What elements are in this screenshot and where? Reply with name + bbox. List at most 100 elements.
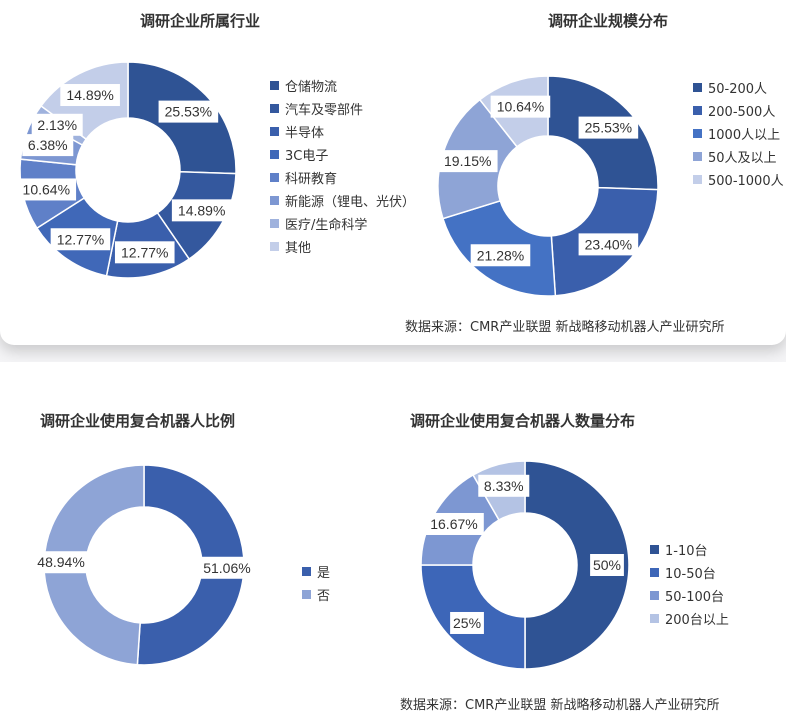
legend-swatch [650,591,659,600]
legend-swatch [693,152,702,161]
data-label: 23.40% [585,236,632,252]
legend-item: 新能源（锂电、光伏） [270,189,415,212]
legend-label: 医疗/生命科学 [285,218,368,233]
data-label-box [171,199,232,222]
data-label-box [31,113,83,136]
legend-label: 3C电子 [285,149,329,164]
data-label: 50% [593,557,621,573]
legend-item: 是 [302,560,330,583]
donut-chart-0: 25.53% 14.89% 12.77% 12.77% 10.64% 6.38% 2.13%… [16,61,237,279]
legend-label: 仓储物流 [285,80,338,95]
data-label: 51.06% [203,560,250,576]
legend-label: 新能源（锂电、光伏） [285,195,416,210]
legend-label: 半导体 [285,126,325,141]
data-label-box [114,241,175,264]
legend-label: 否 [317,589,331,604]
legend-item: 3C电子 [270,143,415,166]
data-label-box [197,556,257,579]
legend-label: 50-200人 [708,82,768,97]
legend-swatch [270,127,279,136]
legend-swatch [270,196,279,205]
legend-item: 否 [302,583,330,606]
data-label-box [590,554,624,576]
legend-item: 50-100台 [650,584,729,607]
chart-title-usage-ratio: 调研企业使用复合机器人比例 [40,412,236,430]
legend-item: 其他 [270,235,415,258]
slice-是 [136,464,245,666]
legend-swatch [270,81,279,90]
legend-item: 医疗/生命科学 [270,212,415,235]
legend-swatch [270,242,279,251]
chart-title-industry: 调研企业所属行业 [140,12,261,30]
data-label-box [578,233,639,256]
data-label-box [424,512,484,535]
legend-item: 10-50台 [650,561,729,584]
data-label-box [490,95,551,118]
donut-chart-2: 51.06% 48.94% [31,464,257,666]
legend-swatch [693,129,702,138]
data-label-box [470,244,531,267]
legend-industry: 仓储物流汽车及零部件 半导体 3C电子科研教育新能源（锂电、光伏） 医疗/生命科学 其他 [270,74,415,258]
legend-swatch [270,104,279,113]
slice-1-10台 [524,460,630,670]
data-label: 14.89% [66,87,113,103]
legend-swatch [693,106,702,115]
legend-swatch [693,83,702,92]
legend-item: 1-10台 [650,538,729,561]
data-label-box [50,228,111,251]
data-label: 12.77% [57,231,104,247]
legend-label: 200台以上 [665,613,729,628]
legend-swatch [693,175,702,184]
chart-title-scale: 调研企业规模分布 [548,12,669,30]
legend-label: 10-50台 [665,567,716,582]
data-label-box [437,150,498,173]
data-label: 10.64% [497,99,544,115]
data-label: 8.33% [484,478,524,494]
legend-swatch [650,568,659,577]
data-label-box [22,134,74,157]
data-label-box [478,474,530,497]
legend-label: 其他 [285,241,312,256]
legend-swatch [302,567,311,576]
legend-swatch [650,614,659,623]
legend-swatch [650,545,659,554]
legend-label: 1-10台 [665,544,708,559]
data-label: 48.94% [37,554,84,570]
data-label: 19.15% [444,153,491,169]
legend-item: 汽车及零部件 [270,97,415,120]
donut-chart-3: 50% 25% 16.67% 8.33% [420,460,630,670]
slice-否 [43,464,145,666]
data-label: 6.38% [28,137,68,153]
data-label: 2.13% [37,117,77,133]
data-label: 16.67% [430,516,477,532]
data-label-box [16,178,77,201]
legend-item: 500-1000人 [693,168,784,191]
legend-swatch [270,219,279,228]
data-label-box [450,611,484,634]
data-label-box [578,116,639,139]
legend-scale: 50-200人 200-500人 1000人以上 50人及以上 500-1000人 [693,76,784,191]
legend-item: 半导体 [270,120,415,143]
data-label: 10.64% [23,181,70,197]
data-label-box [60,84,120,107]
legend-item: 1000人以上 [693,122,784,145]
data-label: 25.53% [585,120,632,136]
legend-swatch [302,590,311,599]
legend-quantity: 1-10台 10-50台 50-100台 200台以上 [650,538,729,630]
data-label: 25.53% [165,104,212,120]
chart-title-quantity: 调研企业使用复合机器人数量分布 [410,412,636,430]
source-note-top: 数据来源：CMR产业联盟 新战略移动机器人产业研究所 [405,320,725,335]
data-label: 14.89% [178,202,225,218]
legend-label: 50-100台 [665,590,725,605]
legend-usage-ratio: 是否 [302,560,330,606]
legend-swatch [270,150,279,159]
legend-label: 50人及以上 [708,151,777,166]
legend-label: 500-1000人 [708,174,784,189]
data-label-box [158,100,219,123]
legend-label: 科研教育 [285,172,338,187]
legend-item: 50人及以上 [693,145,784,168]
legend-label: 汽车及零部件 [285,103,364,118]
data-label: 25% [453,615,481,631]
legend-item: 50-200人 [693,76,784,99]
